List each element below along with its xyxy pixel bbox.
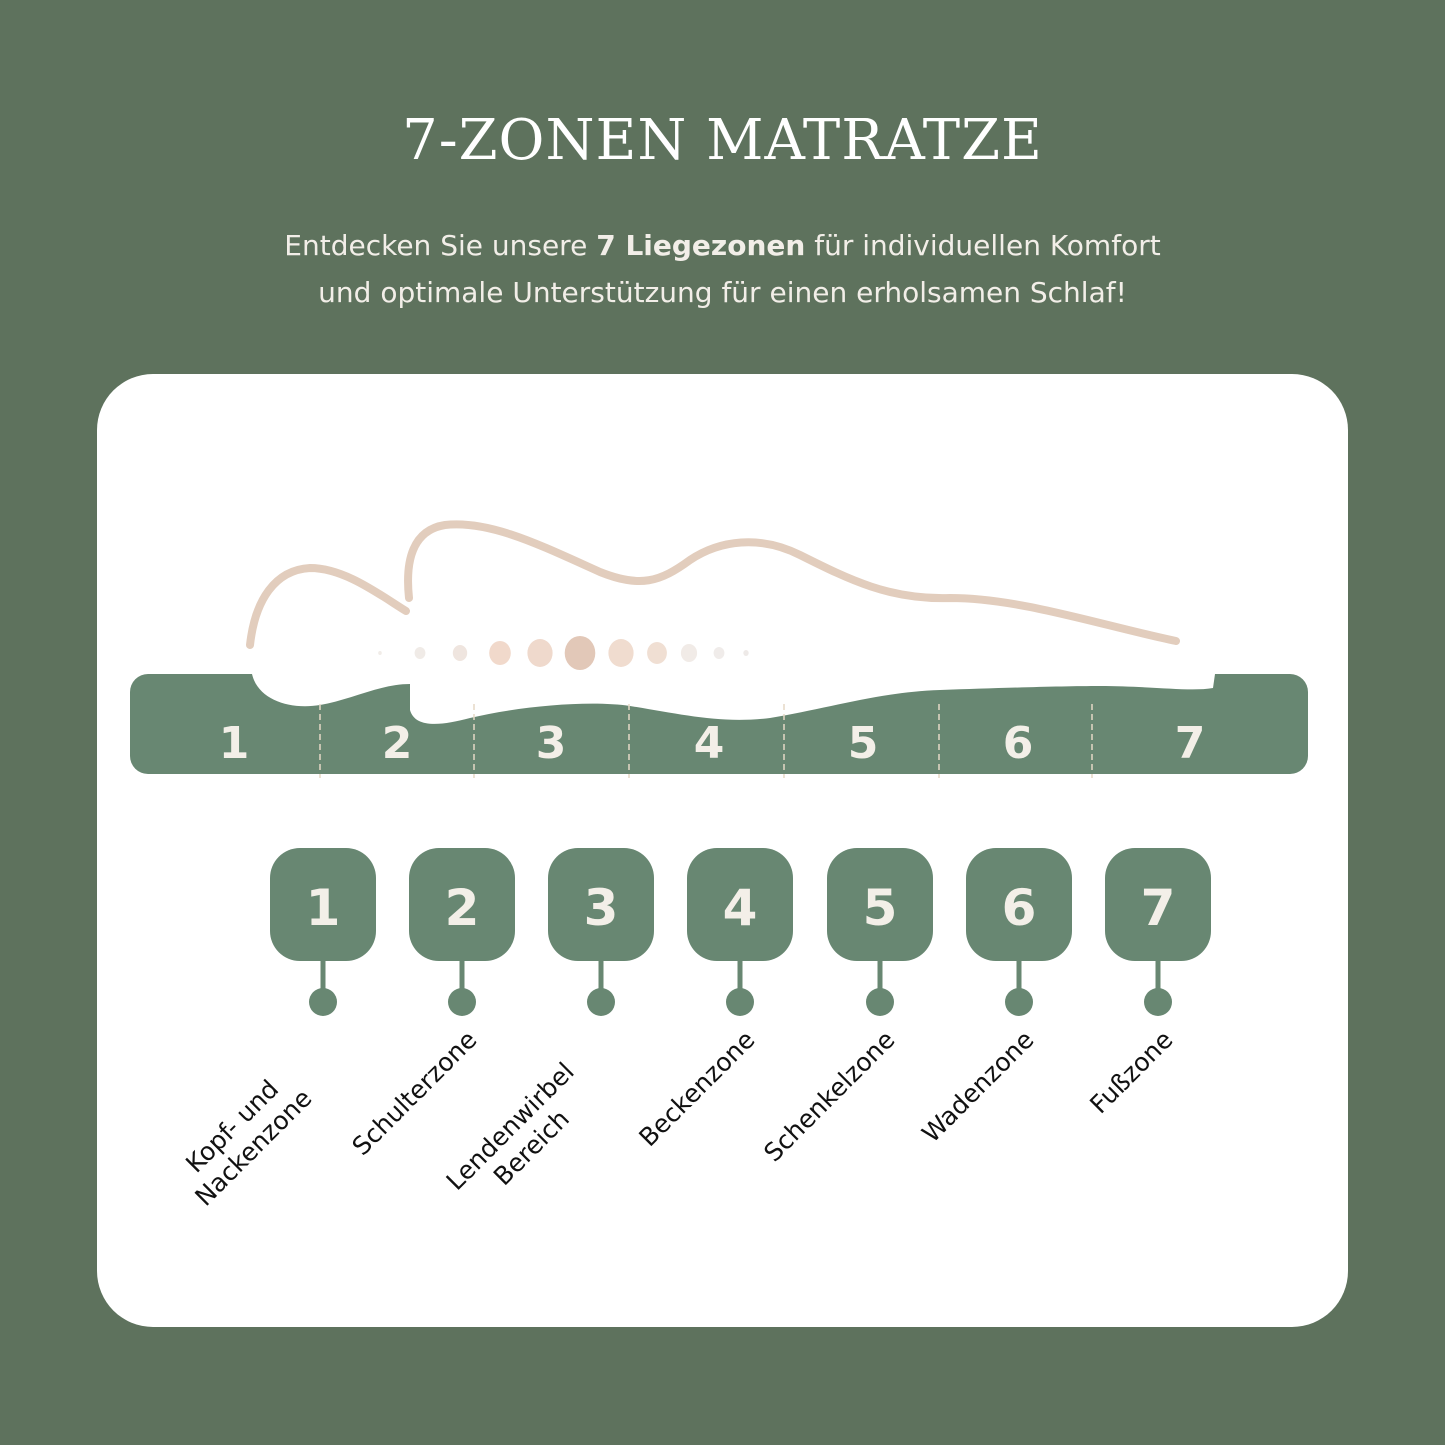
subtitle-text: Entdecken Sie unsere [284,229,597,262]
subtitle-text: für individuellen Komfort [805,229,1161,262]
zone-badge [966,848,1072,961]
mattress-zone-number: 2 [382,718,413,769]
zone-badge [687,848,793,961]
zone-badge-7: 7 [1105,848,1211,1016]
spine-vertebra [527,639,553,667]
head-outline [246,563,410,649]
mattress-zone-number: 4 [694,718,725,769]
zone-badge-number: 5 [863,879,898,937]
zone-badge-number: 7 [1141,879,1176,937]
mattress-zone-number: 5 [848,718,879,769]
connector-dot [1005,988,1033,1016]
mattress-zone-number: 1 [219,718,250,769]
connector-dot [726,988,754,1016]
connector-dot [1144,988,1172,1016]
spine-vertebra [743,650,749,656]
zone-badge [1105,848,1211,961]
zone-badge-3: 3 [548,848,654,1016]
spine-vertebra [378,651,382,655]
zone-badge [409,848,515,961]
spine-vertebra [489,641,511,665]
subtitle: Entdecken Sie unsere 7 Liegezonen für in… [0,222,1445,316]
zone-badge-number: 6 [1002,879,1037,937]
zone-badge-number: 1 [306,879,341,937]
spine-vertebra [713,647,725,659]
zone-badge [827,848,933,961]
connector-dot [448,988,476,1016]
spine-vertebra [608,639,634,667]
mattress-zone-number: 6 [1003,718,1034,769]
spine-vertebra [647,642,667,664]
subtitle-bold: 7 Liegezonen [596,229,806,262]
connector-dot [587,988,615,1016]
zone-badge-6: 6 [966,848,1072,1016]
spine-vertebra [414,647,426,659]
zone-badge [548,848,654,961]
zone-badge-1: 1 [270,848,376,1016]
zone-badge-number: 2 [445,879,480,937]
zone-badge-number: 3 [584,879,619,937]
zone-badge-5: 5 [827,848,933,1016]
zone-badge [270,848,376,961]
spine-vertebra [452,645,468,661]
connector-dot [866,988,894,1016]
zone-badge-2: 2 [409,848,515,1016]
page-title: 7-ZONEN MATRATZE [402,108,1043,173]
zone-badge-4: 4 [687,848,793,1016]
spine-vertebra [564,636,596,670]
spine-vertebra [680,644,698,662]
subtitle-text: und optimale Unterstützung für einen erh… [318,276,1127,309]
connector-dot [309,988,337,1016]
body-silhouette [252,674,1215,724]
mattress-zone-number: 3 [536,718,567,769]
body-outline [404,520,1180,645]
zone-badge-number: 4 [723,879,758,937]
mattress-zone-number: 7 [1175,718,1206,769]
